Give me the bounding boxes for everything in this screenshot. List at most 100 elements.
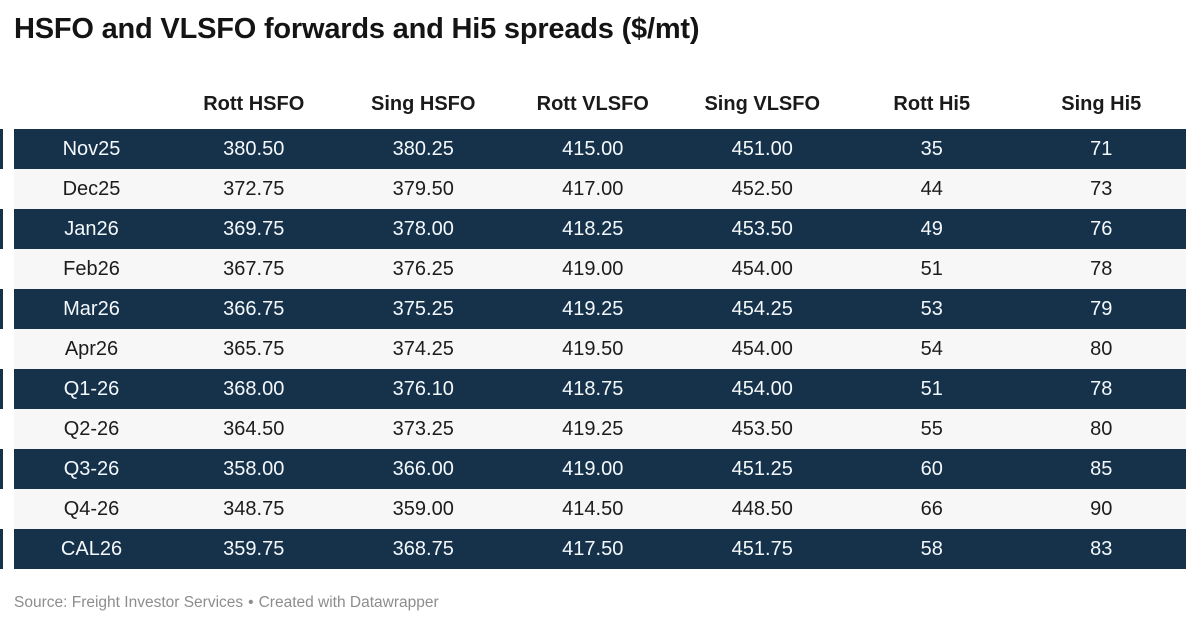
table-cell: 380.50: [223, 137, 285, 160]
row-edge-mark: [0, 489, 3, 529]
page-title: HSFO and VLSFO forwards and Hi5 spreads …: [14, 13, 700, 45]
table-cell: 448.50: [731, 497, 793, 520]
row-label: Q2-26: [63, 417, 120, 440]
row-label: Q1-26: [63, 377, 120, 400]
table-row: Q2-26 364.50 373.25 419.25 453.50 55 80: [14, 409, 1186, 449]
table-cell: 359.00: [392, 497, 454, 520]
row-label-column-header: [14, 80, 169, 129]
table-row: Q3-26 358.00 366.00 419.00 451.25 60 85: [14, 449, 1186, 489]
row-edge-mark: [0, 369, 3, 409]
column-header: Sing Hi5: [1061, 93, 1142, 115]
table-cell: 419.25: [562, 297, 624, 320]
header-row: Rott HSFO Sing HSFO Rott VLSFO Sing VLSFO Ro…: [14, 80, 1186, 129]
row-label: Q3-26: [63, 457, 120, 480]
row-edge-mark: [0, 249, 3, 289]
table-cell: 78: [1090, 377, 1113, 400]
forwards-table: Rott HSFO Sing HSFO Rott VLSFO Sing VLSFO Ro…: [14, 80, 1186, 569]
footer: Source: Freight Investor Services • Create…: [14, 593, 439, 612]
table-row: Mar26 366.75 375.25 419.25 454.25 53 79: [14, 289, 1186, 329]
table-cell: 366.75: [223, 297, 285, 320]
table-cell: 419.25: [562, 417, 624, 440]
table-row: Feb26 367.75 376.25 419.00 454.00 51 78: [14, 249, 1186, 289]
table-cell: 380.25: [392, 137, 454, 160]
table-cell: 365.75: [223, 337, 285, 360]
table-row: Apr26 365.75 374.25 419.50 454.00 54 80: [14, 329, 1186, 369]
table-cell: 66: [920, 497, 943, 520]
table-cell: 375.25: [392, 297, 454, 320]
table-cell: 358.00: [223, 457, 285, 480]
column-header: Sing VLSFO: [704, 93, 821, 115]
table-cell: 376.25: [392, 257, 454, 280]
table-cell: 71: [1090, 137, 1113, 160]
row-edge-mark: [0, 529, 3, 569]
table-row: Q1-26 368.00 376.10 418.75 454.00 51 78: [14, 369, 1186, 409]
table-cell: 368.00: [223, 377, 285, 400]
table-header: Rott HSFO Sing HSFO Rott VLSFO Sing VLSFO Ro…: [14, 80, 1186, 129]
table-cell: 418.25: [562, 217, 624, 240]
row-label: Apr26: [64, 337, 119, 360]
table-cell: 378.00: [392, 217, 454, 240]
table-cell: 454.25: [731, 297, 793, 320]
row-label: Mar26: [63, 297, 120, 320]
table-cell: 80: [1090, 337, 1113, 360]
table-cell: 49: [920, 217, 943, 240]
table-cell: 376.10: [392, 377, 454, 400]
table-cell: 54: [920, 337, 943, 360]
table-cell: 60: [920, 457, 943, 480]
table-cell: 418.75: [562, 377, 624, 400]
table-cell: 51: [920, 257, 943, 280]
table-body: Nov25 380.50 380.25 415.00 451.00 35 71 Dec25 37…: [14, 129, 1186, 569]
table-cell: 359.75: [223, 537, 285, 560]
column-header: Rott VLSFO: [536, 93, 649, 115]
footer-separator: •: [248, 594, 254, 611]
table-cell: 451.00: [731, 137, 793, 160]
table-cell: 367.75: [223, 257, 285, 280]
table-cell: 80: [1090, 417, 1113, 440]
table-cell: 369.75: [223, 217, 285, 240]
table-cell: 417.50: [562, 537, 624, 560]
table-cell: 379.50: [392, 177, 454, 200]
row-label: Nov25: [62, 137, 121, 160]
table-cell: 51: [920, 377, 943, 400]
table-cell: 35: [920, 137, 943, 160]
table-cell: 414.50: [562, 497, 624, 520]
table-cell: 453.50: [731, 217, 793, 240]
table-cell: 78: [1090, 257, 1113, 280]
table-cell: 373.25: [392, 417, 454, 440]
table-cell: 364.50: [223, 417, 285, 440]
table-cell: 454.00: [731, 377, 793, 400]
row-label: Q4-26: [63, 497, 120, 520]
table-row: Dec25 372.75 379.50 417.00 452.50 44 73: [14, 169, 1186, 209]
row-edge-mark: [0, 409, 3, 449]
table-cell: 419.00: [562, 257, 624, 280]
row-label: Dec25: [62, 177, 121, 200]
table-cell: 76: [1090, 217, 1113, 240]
row-edge-mark: [0, 329, 3, 369]
row-edge-mark: [0, 169, 3, 209]
table-cell: 372.75: [223, 177, 285, 200]
table-cell: 419.50: [562, 337, 624, 360]
table-row: Nov25 380.50 380.25 415.00 451.00 35 71: [14, 129, 1186, 169]
datawrapper-credit[interactable]: Created with Datawrapper: [258, 594, 439, 611]
table-cell: 417.00: [562, 177, 624, 200]
table-cell: 85: [1090, 457, 1113, 480]
table-row: CAL26 359.75 368.75 417.50 451.75 58 83: [14, 529, 1186, 569]
table-cell: 79: [1090, 297, 1113, 320]
table-cell: 415.00: [562, 137, 624, 160]
row-edge-mark: [0, 129, 3, 169]
table-cell: 58: [920, 537, 943, 560]
column-header: Rott Hi5: [893, 93, 971, 115]
table-cell: 454.00: [731, 337, 793, 360]
table-cell: 348.75: [223, 497, 285, 520]
table-cell: 368.75: [392, 537, 454, 560]
table-cell: 90: [1090, 497, 1113, 520]
row-label: Feb26: [63, 257, 120, 280]
table-cell: 419.00: [562, 457, 624, 480]
table-cell: 366.00: [392, 457, 454, 480]
table-cell: 453.50: [731, 417, 793, 440]
table-cell: 83: [1090, 537, 1113, 560]
table-cell: 454.00: [731, 257, 793, 280]
table-cell: 452.50: [731, 177, 793, 200]
table-cell: 53: [920, 297, 943, 320]
